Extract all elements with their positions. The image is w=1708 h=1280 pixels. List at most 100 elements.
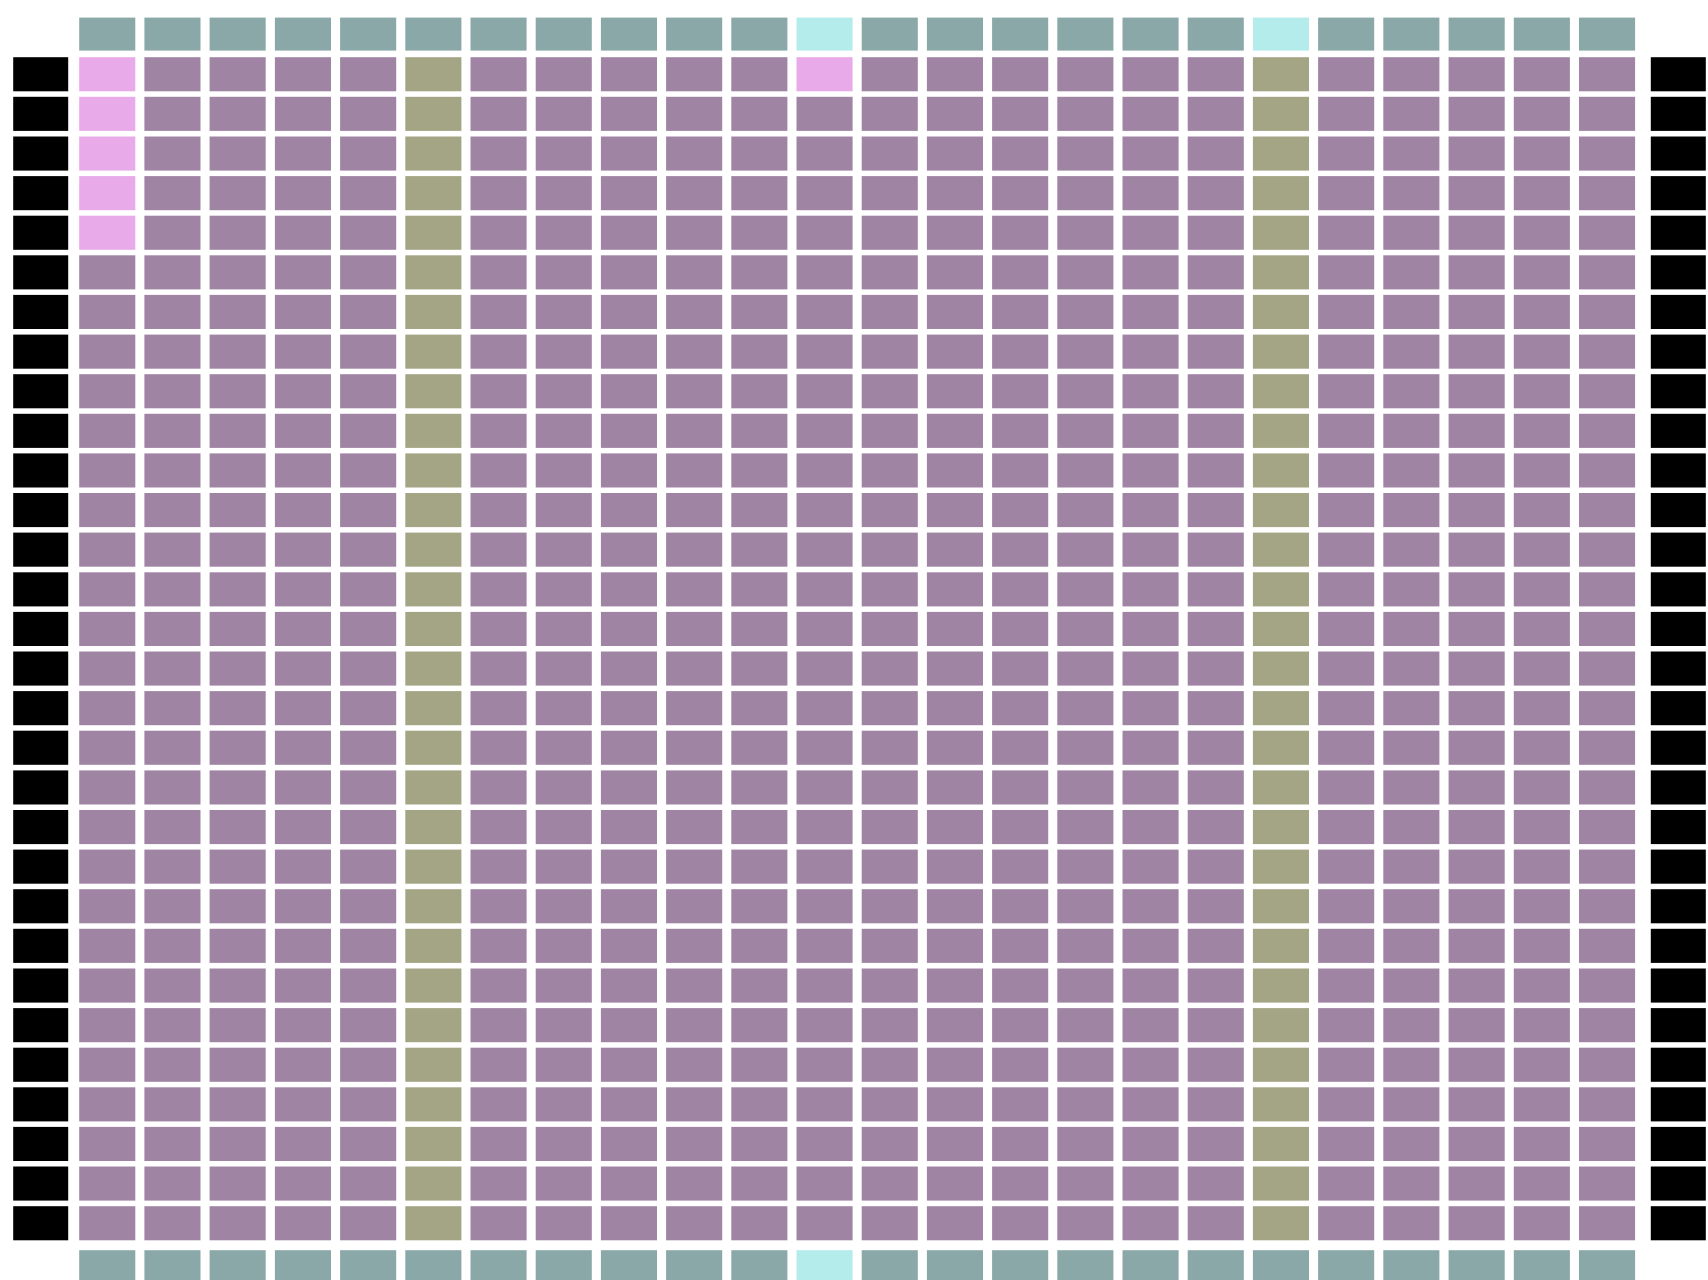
grid-tile bbox=[731, 255, 788, 290]
grid-tile bbox=[79, 453, 136, 488]
grid-tile bbox=[1122, 611, 1179, 646]
grid-tile bbox=[1122, 1126, 1179, 1161]
grid-tile bbox=[992, 1126, 1049, 1161]
grid-tile bbox=[1383, 1166, 1440, 1201]
grid-tile bbox=[1448, 136, 1505, 171]
grid-tile bbox=[1252, 730, 1309, 765]
grid-tile bbox=[1383, 849, 1440, 884]
side-tile bbox=[1650, 57, 1706, 92]
grid-tile bbox=[274, 453, 331, 488]
grid-tile bbox=[470, 453, 527, 488]
grid-tile bbox=[209, 453, 266, 488]
grid-tile bbox=[470, 136, 527, 171]
grid-tile bbox=[926, 215, 983, 250]
side-tile bbox=[13, 453, 69, 488]
grid-tile bbox=[274, 889, 331, 924]
grid-tile bbox=[600, 57, 657, 92]
grid-tile bbox=[79, 334, 136, 369]
grid-tile bbox=[405, 889, 462, 924]
grid-tile bbox=[926, 255, 983, 290]
grid-tile bbox=[79, 1087, 136, 1122]
grid-tile bbox=[731, 493, 788, 528]
grid-tile bbox=[1252, 1008, 1309, 1043]
grid-tile bbox=[861, 374, 918, 409]
side-tile bbox=[13, 1087, 69, 1122]
grid-tile bbox=[405, 413, 462, 448]
grid-tile bbox=[274, 255, 331, 290]
grid-tile bbox=[992, 493, 1049, 528]
grid-tile bbox=[535, 691, 592, 726]
grid-tile bbox=[861, 532, 918, 567]
grid-tile bbox=[666, 1126, 723, 1161]
grid-tile bbox=[796, 730, 853, 765]
grid-tile bbox=[535, 770, 592, 805]
grid-tile bbox=[731, 611, 788, 646]
grid-tile bbox=[600, 810, 657, 845]
grid-tile bbox=[731, 730, 788, 765]
grid-tile bbox=[796, 374, 853, 409]
grid-tile bbox=[666, 96, 723, 131]
grid-tile bbox=[274, 691, 331, 726]
grid-tile bbox=[209, 334, 266, 369]
grid-tile bbox=[535, 255, 592, 290]
grid-tile bbox=[1383, 294, 1440, 329]
grid-tile bbox=[1122, 57, 1179, 92]
grid-tile bbox=[1122, 849, 1179, 884]
grid-tile bbox=[926, 294, 983, 329]
grid-tile bbox=[731, 294, 788, 329]
grid-tile bbox=[600, 611, 657, 646]
grid-tile bbox=[731, 334, 788, 369]
grid-tile bbox=[274, 1206, 331, 1241]
footer-tile bbox=[992, 1250, 1049, 1280]
grid-tile bbox=[405, 810, 462, 845]
side-tile bbox=[1650, 255, 1706, 290]
grid-tile bbox=[1513, 928, 1570, 963]
grid-tile bbox=[666, 691, 723, 726]
grid-tile bbox=[274, 651, 331, 686]
grid-tile bbox=[1318, 572, 1375, 607]
grid-tile bbox=[340, 928, 397, 963]
grid-tile bbox=[992, 1047, 1049, 1082]
grid-tile bbox=[340, 889, 397, 924]
grid-tile bbox=[1579, 176, 1636, 211]
grid-tile bbox=[405, 374, 462, 409]
grid-tile bbox=[1383, 57, 1440, 92]
grid-tile bbox=[992, 255, 1049, 290]
grid-tile bbox=[731, 1047, 788, 1082]
grid-tile bbox=[209, 294, 266, 329]
side-tile bbox=[13, 136, 69, 171]
grid-tile bbox=[1318, 215, 1375, 250]
grid-tile bbox=[209, 413, 266, 448]
grid-tile bbox=[992, 453, 1049, 488]
grid-tile bbox=[926, 572, 983, 607]
grid-tile bbox=[1057, 374, 1114, 409]
grid-tile bbox=[1252, 651, 1309, 686]
grid-tile bbox=[209, 889, 266, 924]
side-tile bbox=[1650, 96, 1706, 131]
grid-tile bbox=[209, 136, 266, 171]
grid-tile bbox=[1122, 810, 1179, 845]
grid-tile bbox=[926, 493, 983, 528]
grid-tile bbox=[535, 374, 592, 409]
grid-tile bbox=[861, 572, 918, 607]
header-tile bbox=[992, 17, 1049, 51]
grid-tile bbox=[1579, 1206, 1636, 1241]
grid-tile bbox=[340, 1087, 397, 1122]
grid-tile bbox=[1579, 374, 1636, 409]
grid-tile bbox=[1057, 611, 1114, 646]
header-tile bbox=[470, 17, 527, 51]
grid-tile bbox=[992, 849, 1049, 884]
grid-tile bbox=[1448, 849, 1505, 884]
grid-tile bbox=[1318, 136, 1375, 171]
grid-tile bbox=[1383, 611, 1440, 646]
grid-tile bbox=[535, 1047, 592, 1082]
side-tile bbox=[13, 1126, 69, 1161]
grid-tile bbox=[731, 57, 788, 92]
footer-tile bbox=[340, 1250, 397, 1280]
grid-tile bbox=[861, 1126, 918, 1161]
grid-tile bbox=[1318, 968, 1375, 1003]
grid-tile bbox=[144, 1126, 201, 1161]
grid-tile bbox=[1187, 255, 1244, 290]
grid-tile bbox=[1513, 849, 1570, 884]
